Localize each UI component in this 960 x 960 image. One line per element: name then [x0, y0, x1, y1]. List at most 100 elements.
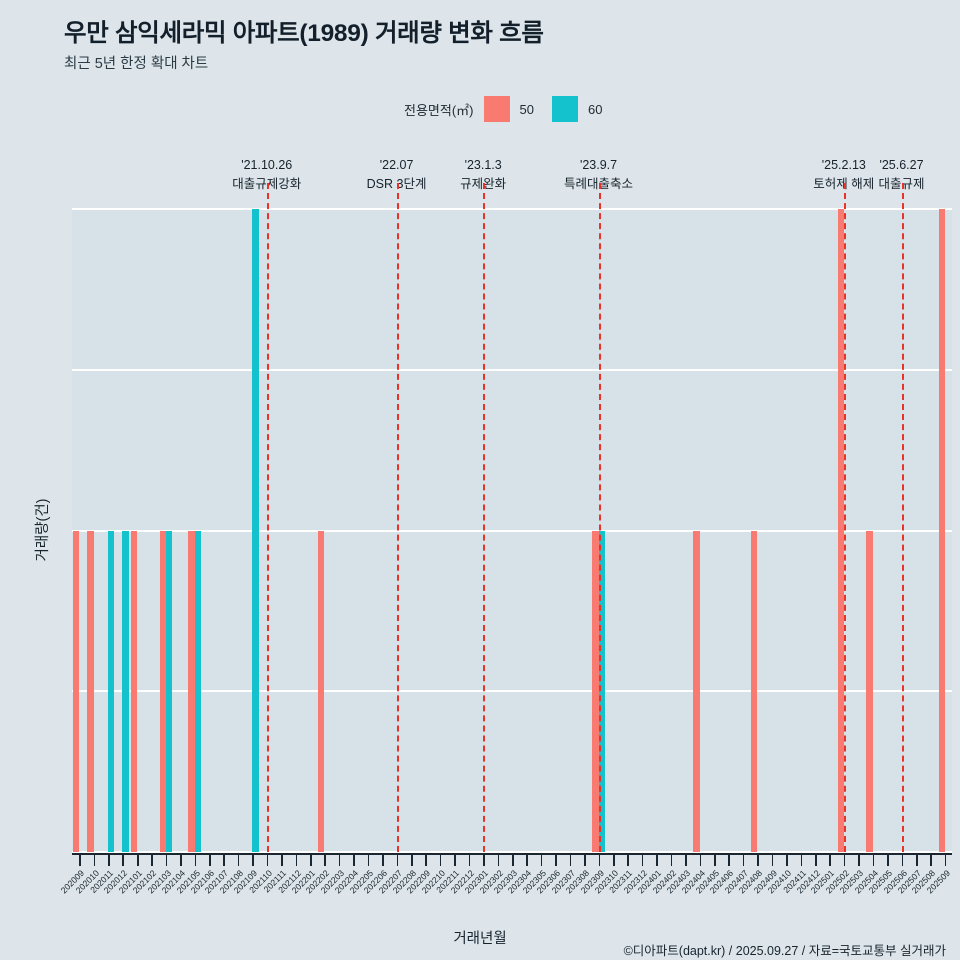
x-tick-mark	[641, 855, 644, 866]
x-axis-line	[72, 853, 952, 855]
event-line-202502	[843, 183, 846, 852]
x-tick-mark	[670, 855, 673, 866]
bar-202009-50	[73, 530, 80, 852]
bar-202105-60	[194, 530, 201, 852]
gridline	[72, 368, 952, 371]
x-tick-mark	[396, 855, 399, 866]
legend-swatch-50	[483, 96, 510, 122]
x-tick-mark	[814, 855, 817, 866]
annotation-202301: '23.1.3 규제완화	[413, 156, 553, 195]
gridline	[72, 690, 952, 693]
bar-202202-50	[318, 530, 325, 852]
bar-202109-60	[252, 209, 259, 852]
y-axis-label: 거래량(건)	[35, 498, 52, 562]
annotation-date: '21.10.26	[241, 158, 293, 172]
x-tick-mark	[569, 855, 572, 866]
x-tick-mark	[598, 855, 601, 866]
x-tick-mark	[483, 855, 485, 866]
x-tick-mark	[771, 855, 774, 866]
x-tick-mark	[901, 855, 904, 866]
annotation-event: DSR 3단계	[366, 177, 427, 192]
x-axis-label: 거래년월	[453, 931, 507, 947]
x-tick-mark	[699, 855, 702, 866]
bar-202502-50	[837, 209, 844, 852]
legend-label-60: 60	[587, 101, 603, 117]
page-subtitle: 최근 5년 한정 확대 차트	[64, 56, 209, 72]
x-tick-mark	[915, 855, 918, 866]
annotation-202207: '22.07 DSR 3단계	[327, 156, 467, 195]
event-line-202207	[396, 183, 399, 852]
x-tick-mark	[526, 855, 529, 866]
annotation-date: '22.07	[379, 158, 414, 172]
x-tick-mark	[324, 855, 327, 866]
x-tick-mark	[151, 855, 153, 866]
event-line-202506	[901, 183, 904, 852]
annotation-date: '23.9.7	[579, 158, 618, 172]
x-tick-mark	[295, 855, 298, 866]
x-tick-mark	[209, 855, 211, 866]
x-tick-mark	[223, 855, 226, 866]
page-title: 우만 삼익세라믹 아파트(1989) 거래량 변화 흐름	[64, 20, 544, 47]
legend-label-50: 50	[519, 101, 534, 117]
x-tick-mark	[843, 855, 846, 866]
event-line-202110	[266, 183, 269, 852]
x-tick-mark	[237, 855, 240, 866]
x-tick-mark	[252, 855, 254, 866]
x-tick-mark	[858, 855, 860, 866]
annotation-event: 규제완화	[460, 177, 507, 192]
x-tick-mark	[584, 855, 586, 866]
bar-202101-50	[130, 530, 137, 852]
legend-title: 전용면적(㎡)	[404, 102, 474, 118]
annotation-date: '25.6.27	[879, 158, 924, 172]
annotation-202110: '21.10.26 대출규제강화	[197, 156, 337, 195]
x-tick-mark	[180, 855, 182, 866]
x-tick-mark	[367, 855, 370, 866]
x-tick-mark	[800, 855, 803, 866]
bar-202504-50	[866, 530, 873, 852]
annotation-event: 대출규제강화	[232, 177, 302, 192]
annotation-202506: '25.6.27 대출규제	[832, 156, 960, 195]
x-tick-mark	[627, 855, 629, 866]
x-tick-mark	[742, 855, 745, 866]
x-tick-mark	[425, 855, 428, 866]
event-line-202309	[598, 183, 601, 852]
x-tick-mark	[944, 855, 947, 866]
event-line-202301	[483, 183, 486, 852]
x-tick-mark	[454, 855, 456, 866]
bar-202012-60	[122, 530, 129, 852]
x-tick-mark	[728, 855, 730, 866]
gridline	[72, 529, 952, 532]
gridline	[72, 208, 952, 210]
x-tick-mark	[353, 855, 355, 866]
x-tick-mark	[122, 855, 125, 866]
x-tick-mark	[512, 855, 514, 866]
x-tick-mark	[757, 855, 759, 866]
x-tick-mark	[786, 855, 788, 866]
annotation-event: 대출규제	[878, 177, 925, 192]
x-tick-mark	[79, 855, 81, 866]
bar-202404-50	[693, 530, 700, 852]
annotation-event: 특례대출축소	[564, 177, 634, 192]
bar-202309-50	[592, 530, 599, 852]
x-tick-mark	[93, 855, 96, 866]
x-tick-mark	[338, 855, 341, 866]
legend-swatch-60	[551, 96, 578, 122]
x-tick-mark	[656, 855, 658, 866]
gridline	[72, 851, 952, 853]
x-tick-mark	[468, 855, 471, 866]
footer-credit: ©디아파트(dapt.kr) / 2025.09.27 / 자료=국토교통부 실…	[623, 944, 946, 958]
x-tick-mark	[194, 855, 197, 866]
bar-202408-50	[751, 530, 758, 852]
bar-202105-50	[188, 530, 195, 852]
x-tick-mark	[136, 855, 139, 866]
annotation-202502: '25.2.13 토허제 해제	[774, 156, 914, 195]
x-tick-mark	[281, 855, 283, 866]
bar-202103-50	[159, 530, 166, 852]
x-tick-mark	[108, 855, 110, 866]
bar-202010-50	[87, 530, 94, 852]
annotation-202309: '23.9.7 특례대출축소	[529, 156, 669, 195]
x-tick-mark	[713, 855, 716, 866]
x-tick-mark	[540, 855, 543, 866]
bar-202103-60	[165, 530, 172, 852]
x-tick-mark	[439, 855, 442, 866]
